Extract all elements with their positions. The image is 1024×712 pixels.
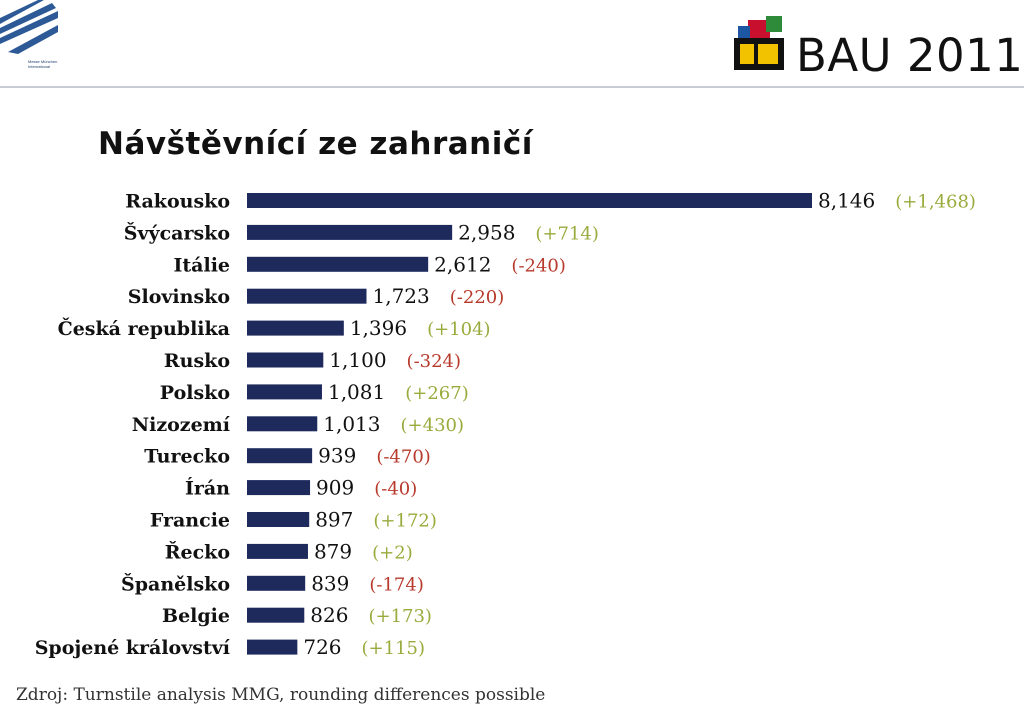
change-label: (-470) [376,447,430,468]
change-label: (+2) [372,542,413,563]
change-label: (-220) [450,287,504,308]
value-label: 1,396 [350,316,407,340]
change-label: (+1,468) [895,192,976,213]
value-label: 897 [315,508,353,532]
value-label: 939 [318,444,356,468]
bar [247,288,367,304]
category-label: Francie [150,510,230,532]
change-label: (+172) [373,511,436,532]
bar [247,512,310,527]
bar [247,384,322,400]
change-label: (+104) [427,319,490,340]
bar [247,448,313,464]
category-label: Slovinsko [128,286,230,308]
bar [247,480,311,496]
bar [247,320,344,336]
source-note: Zdroj: Turnstile analysis MMG, rounding … [16,685,546,705]
category-label: Nizozemí [132,414,231,436]
value-label: 1,081 [328,380,385,404]
change-label: (+267) [405,383,468,404]
value-label: 879 [314,539,352,563]
bar [247,224,453,240]
bar [247,352,324,368]
value-label: 826 [310,603,348,627]
value-label: 726 [303,635,341,659]
bau-cube-icon [734,16,784,70]
bar [247,639,298,655]
category-label: Spojené království [35,637,231,659]
change-label: (-40) [374,479,417,500]
change-label: (+714) [535,223,598,244]
value-label: 909 [316,476,354,500]
change-label: (-174) [369,574,423,595]
category-label: Česká republika [58,317,230,340]
header-divider [0,86,1024,88]
messe-muenchen-logo [0,0,58,54]
category-label: Polsko [160,382,230,404]
category-label: Turecko [144,446,230,468]
value-label: 1,013 [323,412,380,436]
category-label: Rakousko [125,191,230,213]
bar [247,607,305,623]
category-label: Španělsko [121,572,230,595]
bar [247,575,306,591]
bar [247,543,308,559]
bar [247,193,812,208]
change-label: (-324) [407,351,461,372]
change-label: (-240) [511,255,565,276]
change-label: (+173) [368,606,431,627]
value-label: 1,100 [329,348,386,372]
category-label: Rusko [164,350,230,372]
value-label: 8,146 [818,189,875,213]
category-label: Řecko [165,540,230,563]
category-label: Írán [185,477,230,500]
bau-2011-logo-text: BAU 2011 [796,29,1024,82]
category-label: Belgie [162,605,230,627]
value-label: 2,958 [458,220,515,244]
value-label: 2,612 [434,252,491,276]
bar [247,416,318,432]
category-label: Itálie [174,254,231,276]
value-label: 1,723 [373,284,430,308]
bar [247,256,429,272]
change-label: (+430) [401,415,464,436]
value-label: 839 [311,571,349,595]
logo-left-text: Messe München International [28,59,58,69]
chart-title: Návštěvnící ze zahraničí [98,126,533,162]
category-label: Švýcarsko [124,221,230,244]
change-label: (+115) [362,638,425,659]
